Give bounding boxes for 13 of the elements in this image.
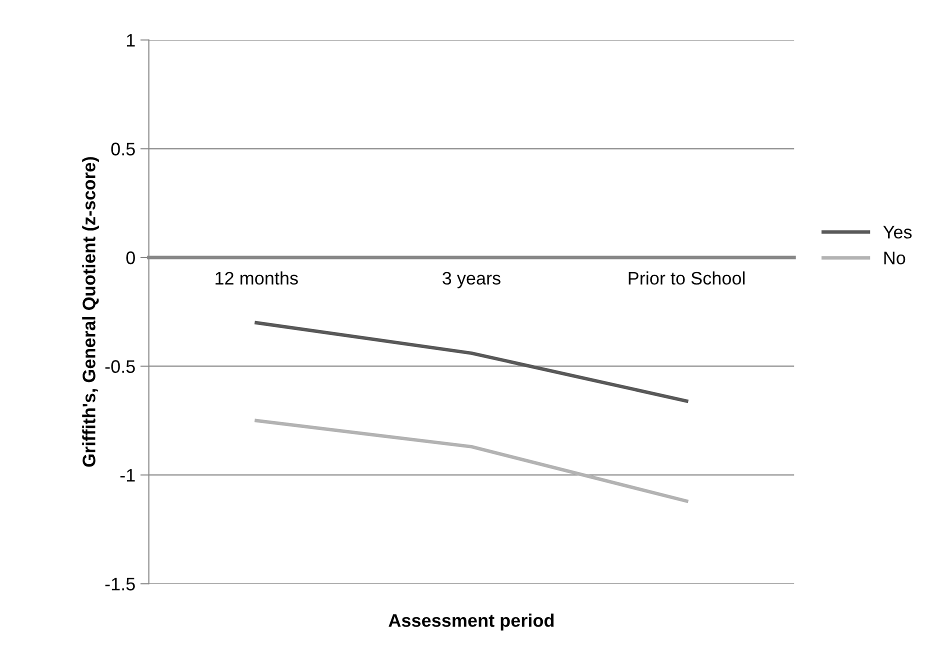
x-tick-label: 12 months [216, 271, 298, 285]
y-tick-label: -0.5 [105, 360, 135, 373]
y-tick-label: -1.5 [105, 578, 135, 590]
y-tick-label: -1 [120, 469, 135, 482]
x-tick-label: 3 years [442, 272, 500, 288]
legend-label: Yes [883, 226, 912, 239]
y-tick-label: 0 [126, 251, 135, 264]
legend-label: No [884, 252, 906, 264]
y-tick-label: 0.5 [111, 142, 135, 156]
x-axis-title: Assessment period [388, 614, 554, 630]
x-tick-label: Prior to School [628, 271, 745, 285]
y-axis-title: Griffith's, General Quotient (z-score) [82, 157, 99, 467]
y-tick-label: 1 [126, 34, 135, 47]
